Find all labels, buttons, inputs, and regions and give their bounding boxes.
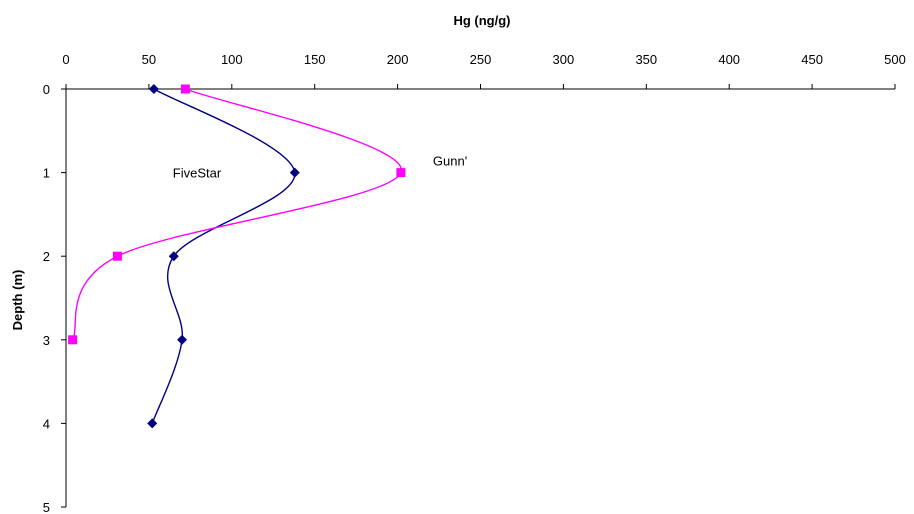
x-axis-title: Hg (ng/g) [453, 13, 510, 28]
axes: 0 50 100 150 200 250 300 350 400 450 500 0 1 2 3 4 5 [43, 52, 906, 514]
series-label: FiveStar [173, 166, 222, 181]
x-tick-label: 500 [884, 52, 906, 67]
data-point-fivestar [147, 418, 158, 429]
x-tick-label: 100 [221, 52, 243, 67]
x-tick-label: 150 [304, 52, 326, 67]
x-tick-label: 200 [387, 52, 409, 67]
x-tick-label: 450 [801, 52, 823, 67]
y-tick-label: 2 [43, 249, 50, 264]
y-tick-label: 4 [43, 416, 50, 431]
series-label: Gunn' [433, 154, 467, 169]
x-tick-label: 50 [142, 52, 156, 67]
data-point-fivestar [148, 84, 159, 94]
data-point-gunn [68, 335, 78, 345]
y-tick-label: 1 [43, 166, 50, 181]
data-point-gunn [396, 168, 406, 178]
data-point-gunn [180, 84, 190, 94]
series-labels: FiveStar Gunn' [173, 154, 467, 181]
series-line-gunn [71, 88, 402, 341]
x-tick-label: 400 [718, 52, 740, 67]
y-tick-label: 5 [43, 500, 50, 514]
y-axis-title: Depth (m) [10, 270, 25, 331]
x-tick-label: 350 [635, 52, 657, 67]
y-tick-label: 3 [43, 333, 50, 348]
data-point-gunn [112, 251, 122, 261]
series-line-fivestar [151, 88, 296, 424]
series-layer [68, 84, 406, 429]
data-point-fivestar [177, 334, 188, 345]
data-point-fivestar [289, 167, 300, 178]
x-tick-label: 300 [553, 52, 575, 67]
x-tick-label: 0 [62, 52, 69, 67]
x-tick-label: 250 [470, 52, 492, 67]
data-point-fivestar [168, 251, 179, 262]
y-tick-label: 0 [43, 82, 50, 97]
